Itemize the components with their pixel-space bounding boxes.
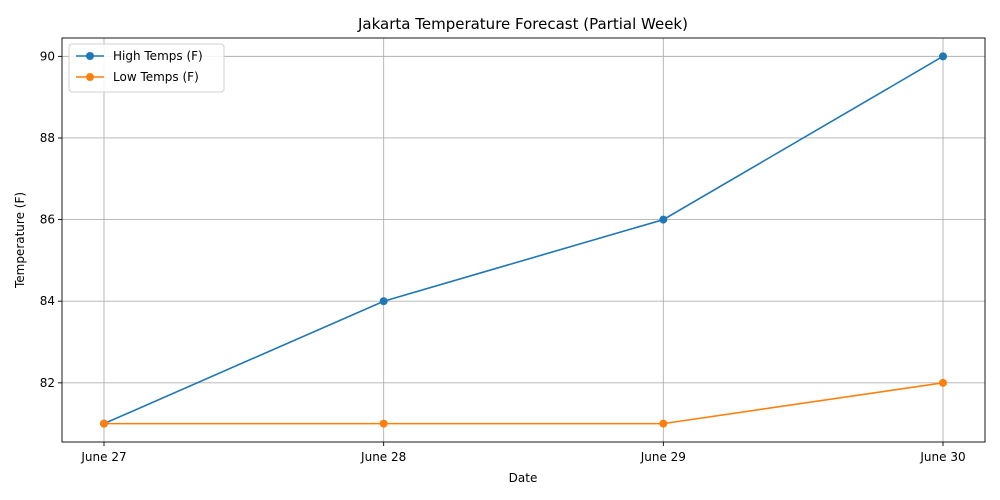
y-tick-label: 86 [40, 213, 55, 227]
low-temps-point [659, 419, 668, 428]
legend-low-label: Low Temps (F) [113, 70, 199, 84]
y-axis-label: Temperature (F) [13, 192, 27, 289]
legend-low-marker [86, 73, 94, 81]
series-lines [100, 52, 947, 428]
low-temps-series [100, 378, 947, 428]
high-temps-point [379, 297, 388, 306]
grid [62, 38, 985, 442]
low-temps-point [100, 419, 108, 428]
legend-high-marker [86, 52, 94, 60]
low-temps-point [379, 419, 388, 428]
legend: High Temps (F) Low Temps (F) [68, 43, 225, 93]
chart-title: Jakarta Temperature Forecast (Partial We… [357, 15, 688, 33]
x-axis-ticks: June 27 June 28 June 29 June 30 [80, 442, 966, 464]
x-tick-label: June 27 [80, 450, 126, 464]
x-axis-label: Date [509, 471, 538, 485]
y-axis-ticks: 82 84 86 88 90 [40, 49, 62, 390]
low-temps-point [939, 378, 947, 387]
y-tick-label: 84 [40, 294, 55, 308]
high-temps-point [939, 52, 947, 61]
x-tick-label: June 28 [360, 450, 406, 464]
y-tick-label: 88 [40, 131, 55, 145]
plot-frame [61, 37, 986, 443]
x-tick-label: June 30 [919, 450, 965, 464]
low-temps-line [104, 382, 944, 425]
legend-box [68, 43, 225, 93]
x-tick-label: June 29 [640, 450, 686, 464]
y-tick-label: 82 [40, 376, 55, 390]
high-temps-series [100, 52, 947, 428]
y-tick-label: 90 [40, 49, 55, 63]
high-temps-point [659, 215, 668, 224]
legend-high-label: High Temps (F) [113, 49, 203, 63]
high-temps-line [103, 55, 944, 425]
